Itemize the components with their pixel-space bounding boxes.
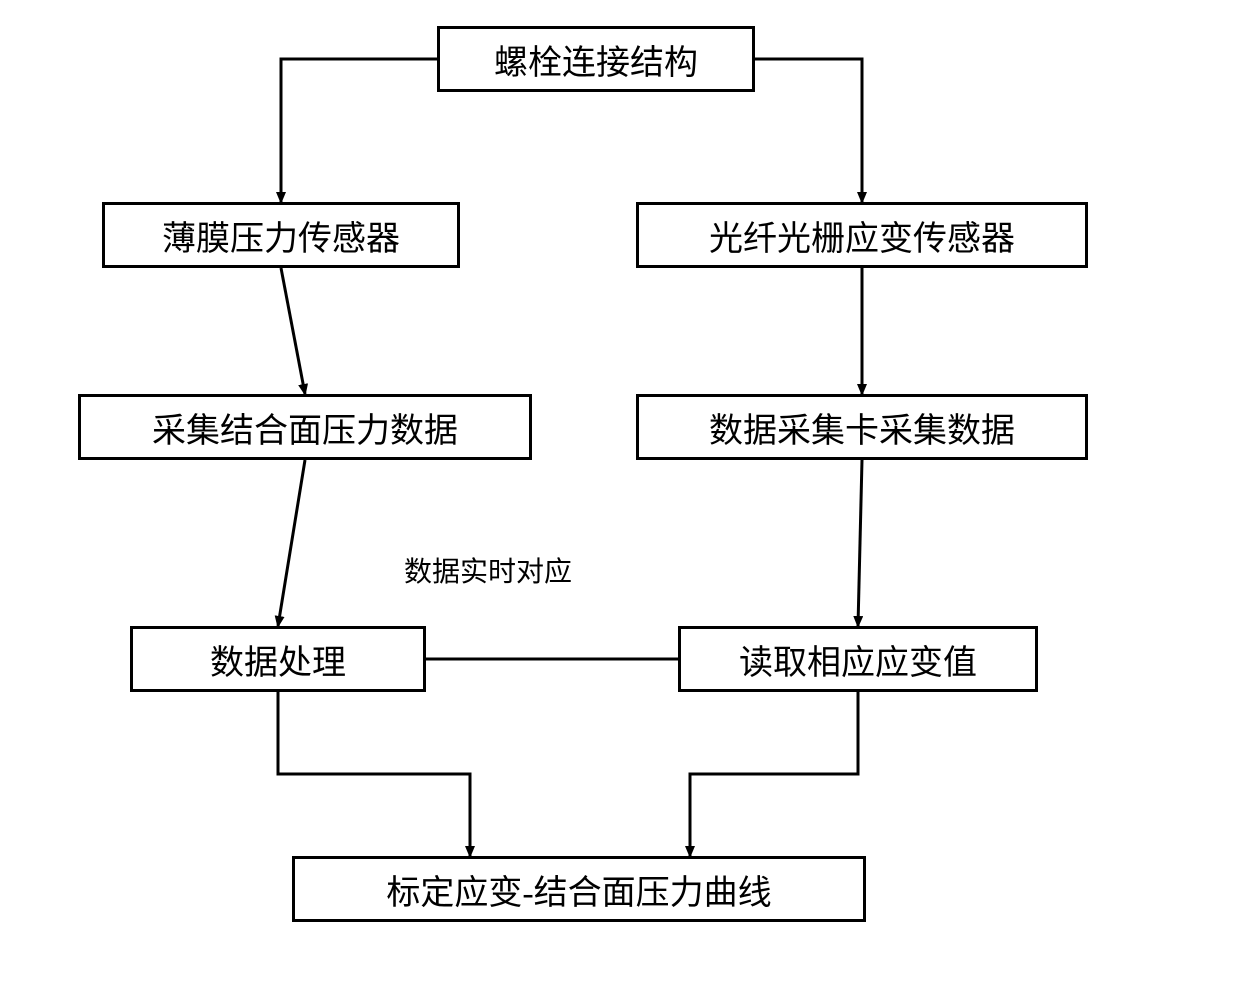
node-label: 读取相应应变值 [739,635,977,684]
node-label: 数据采集卡采集数据 [709,403,1015,452]
flowchart-node-right2: 数据采集卡采集数据 [636,394,1088,460]
edge-right2-right3 [858,460,862,626]
edge-left3-bottom [278,692,470,856]
edge-right3-bottom [690,692,858,856]
edge-label-mid: 数据实时对应 [404,550,572,590]
edge-label-text: 数据实时对应 [404,557,572,588]
flowchart-node-right3: 读取相应应变值 [678,626,1038,692]
flowchart-node-left3: 数据处理 [130,626,426,692]
flowchart-node-left2: 采集结合面压力数据 [78,394,532,460]
flowchart-node-left1: 薄膜压力传感器 [102,202,460,268]
node-label: 采集结合面压力数据 [152,403,458,452]
flowchart-node-top: 螺栓连接结构 [437,26,755,92]
node-label: 螺栓连接结构 [494,35,698,84]
edge-left1-left2 [281,268,305,394]
flowchart-node-right1: 光纤光栅应变传感器 [636,202,1088,268]
node-label: 标定应变-结合面压力曲线 [386,865,771,914]
edge-top-right1 [755,59,862,202]
node-label: 薄膜压力传感器 [162,211,400,260]
edge-left2-left3 [278,460,305,626]
node-label: 数据处理 [210,635,346,684]
flowchart-node-bottom: 标定应变-结合面压力曲线 [292,856,866,922]
connector-layer [0,0,1240,994]
node-label: 光纤光栅应变传感器 [709,211,1015,260]
edge-top-left1 [281,59,437,202]
